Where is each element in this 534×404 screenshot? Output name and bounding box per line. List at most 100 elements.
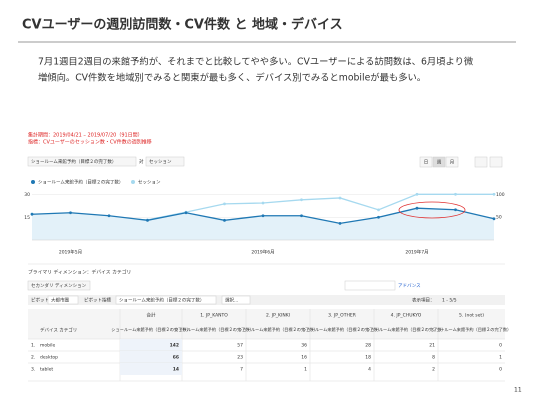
point [30,212,34,216]
pivot-dropdown[interactable] [221,295,251,305]
body-line: 増傾向。CV件数を地域別でみると関東が最も多く、デバイス別でみるとmobileが… [38,72,426,84]
metric-header: ショールーム来館予約（目標２の完了数） [366,326,445,333]
y2-tick-label: 50 [496,215,502,221]
cell: 23 [237,355,243,361]
column-header: 3. JP_OTHER [328,313,356,319]
secondary-dropdown[interactable] [27,280,91,291]
pivot-dropdown[interactable] [115,295,217,305]
dropdown-text: セッション [149,159,172,165]
period-button[interactable] [445,156,459,168]
period: 集計期間：2019/04/21 – 2019/07/20（91日間） [28,132,143,139]
rows-shown: 表示項目： [412,297,435,304]
chart-type-button[interactable] [474,156,488,168]
point [338,221,342,225]
point [261,214,265,218]
chart-type-button[interactable] [489,156,503,168]
range: 1 - 5/5 [442,298,457,304]
dropdown[interactable] [27,156,137,167]
x-tick-label: 2019年6月 [251,249,274,256]
cell: 16 [301,355,307,361]
cell: 28 [365,343,371,349]
secondary-text: セカンダリ ディメンション [31,282,87,289]
cell: 57 [237,343,243,349]
metric-header: ショールーム来館予約（目標２の完了数） [174,326,253,333]
point [377,215,380,219]
legend-label: ショールーム来館予約（目標２の完了数） [38,179,123,186]
row-name: tablet [40,367,53,373]
point [377,208,380,212]
body-line: 7月1週目2週目の来館予約が、それまでと比較してやや多い。CVユーザーによる訪問… [38,56,473,68]
cell: 18 [365,355,371,361]
point [300,198,303,202]
total-cell [120,363,182,375]
point [415,192,419,196]
point [338,196,342,200]
point [454,208,457,212]
row-name: mobile [40,343,55,349]
point [223,218,226,222]
search-box[interactable] [344,280,396,291]
total-cell [120,351,182,363]
cell: 14 [173,367,179,373]
cell: 21 [429,343,435,349]
column-header: 4. JP_CHUKYO [391,313,422,319]
cell: 0 [499,367,502,373]
y2-tick-label: 100 [496,192,505,198]
area [32,208,494,240]
x-tick-label: 2019年5月 [59,249,82,256]
period-button[interactable] [432,156,446,168]
point [184,211,188,215]
advanced-link[interactable]: アドバンス [398,283,421,289]
column-header: 合計 [147,312,156,319]
pivot-dropdown[interactable] [47,295,79,305]
pivot-bar [28,295,505,305]
point [261,201,265,205]
row-index: 2. [31,355,35,361]
cell: 1 [499,355,502,361]
period-button[interactable] [419,156,433,168]
pivot-metric: ショールーム来館予約（目標２の完了数） [119,297,204,304]
cell: 0 [499,343,502,349]
select: 選択... [225,297,238,304]
row-index: 3. [31,367,35,373]
row-index: 1. [31,343,35,349]
primary-dimension: プライマリ ディメンション：デバイス カテゴリ [28,269,131,276]
period-button-label: 週 [437,159,442,166]
legend-swatch [31,180,35,184]
column-header: 2. JP_KINKI [266,313,290,319]
column-header: 1. JP_KANTO [200,313,228,319]
period-button-label: 月 [450,160,455,166]
cell: 7 [240,367,243,373]
cell: 2 [432,367,435,373]
dropdown-text: ショールーム来館予約（目標２の完了数） [31,158,116,165]
cell: 142 [170,343,179,349]
point [146,218,149,222]
metric-header: ショールーム来館予約（目標２の完了数） [238,326,317,333]
title: CVユーザーの週別訪問数・CV件数 と 地域・デバイス [22,17,343,33]
point [300,214,303,218]
table-header-bg [28,309,505,339]
total-cell [120,339,182,351]
pivot-label: ピボット [31,297,49,304]
y-tick-label: 15 [24,215,30,221]
legend-swatch [131,180,135,184]
point [415,206,419,210]
column-header: 5. (not set) [459,313,484,319]
cell: 36 [301,343,307,349]
page-number: 11 [514,387,522,394]
metric-note: 指標：CVユーザーのセッション数・CV件数の週別推移 [28,139,152,146]
x-tick-label: 2019年7月 [405,249,428,256]
row-header: デバイス カテゴリ [40,327,77,334]
point [454,192,457,196]
point [492,217,496,221]
metric-header: ショールーム来館予約（目標２の完了数） [432,326,511,333]
metric-header: ショールーム来館予約（目標２の完了数） [111,326,190,333]
metric-header: ショールーム来館予約（目標２の完了数） [302,326,381,333]
pivot-metric-label: ピボット指標 [84,297,111,304]
pivot-dim: 大都市圏 [51,297,69,304]
dropdown[interactable] [145,156,185,167]
cell: 8 [432,355,435,361]
cell: 66 [173,355,179,361]
highlight [398,201,466,219]
